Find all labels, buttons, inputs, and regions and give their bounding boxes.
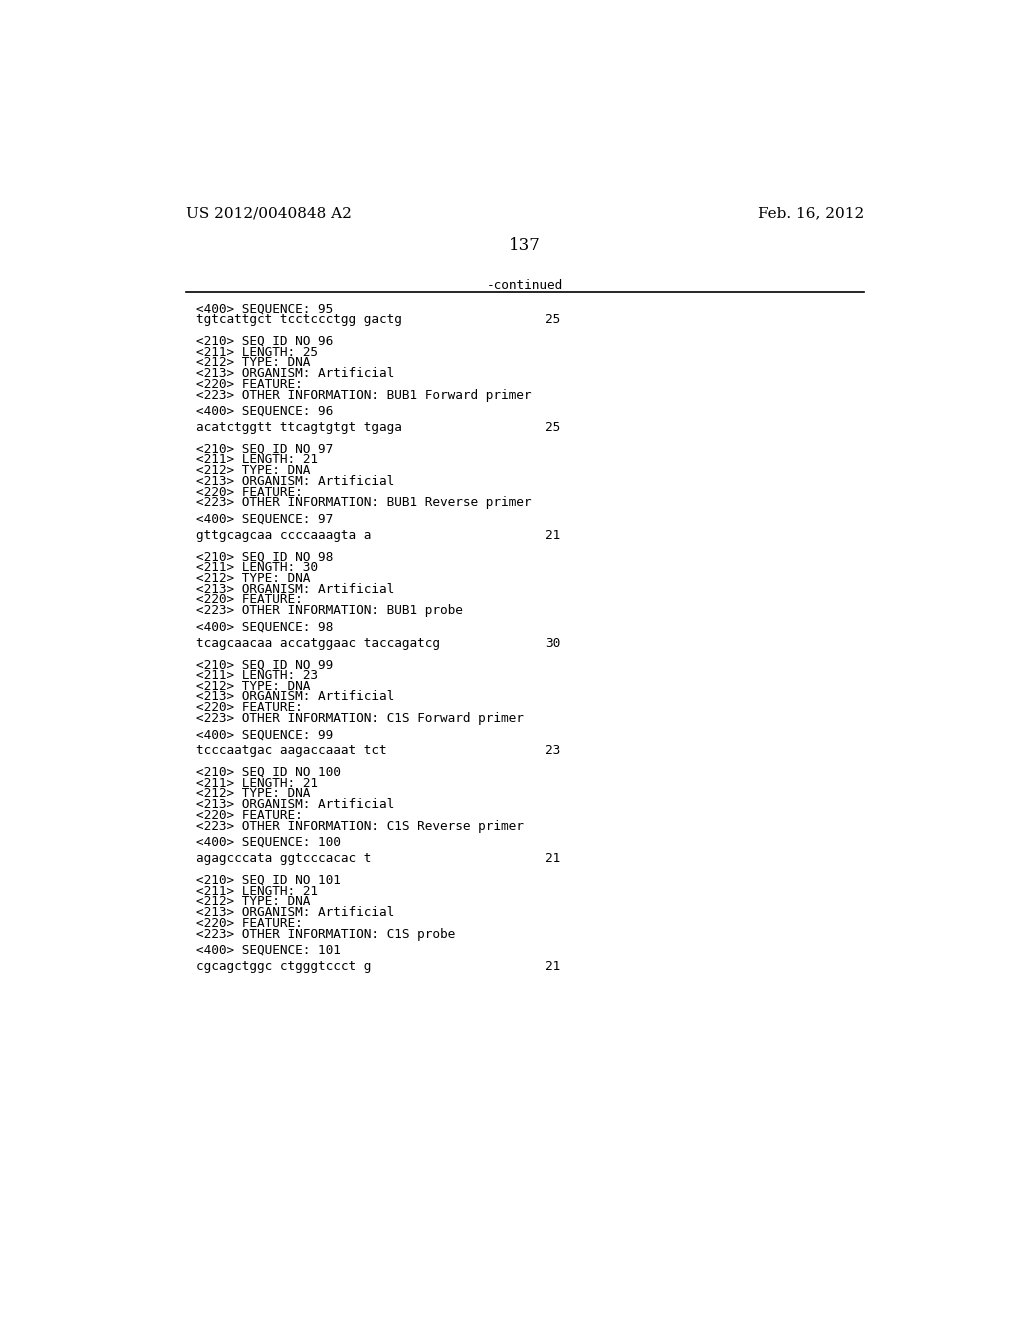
Text: <211> LENGTH: 23: <211> LENGTH: 23 xyxy=(197,669,318,682)
Text: <211> LENGTH: 25: <211> LENGTH: 25 xyxy=(197,346,318,359)
Text: -continued: -continued xyxy=(486,280,563,292)
Text: <212> TYPE: DNA: <212> TYPE: DNA xyxy=(197,680,310,693)
Text: <211> LENGTH: 21: <211> LENGTH: 21 xyxy=(197,884,318,898)
Text: cgcagctggc ctgggtccct g: cgcagctggc ctgggtccct g xyxy=(197,960,372,973)
Text: <400> SEQUENCE: 95: <400> SEQUENCE: 95 xyxy=(197,302,334,315)
Text: <212> TYPE: DNA: <212> TYPE: DNA xyxy=(197,465,310,477)
Text: <400> SEQUENCE: 100: <400> SEQUENCE: 100 xyxy=(197,836,341,849)
Text: <400> SEQUENCE: 97: <400> SEQUENCE: 97 xyxy=(197,512,334,525)
Text: <223> OTHER INFORMATION: BUB1 Forward primer: <223> OTHER INFORMATION: BUB1 Forward pr… xyxy=(197,388,531,401)
Text: <213> ORGANISM: Artificial: <213> ORGANISM: Artificial xyxy=(197,367,394,380)
Text: <220> FEATURE:: <220> FEATURE: xyxy=(197,809,303,822)
Text: <220> FEATURE:: <220> FEATURE: xyxy=(197,378,303,391)
Text: <223> OTHER INFORMATION: C1S Reverse primer: <223> OTHER INFORMATION: C1S Reverse pri… xyxy=(197,820,524,833)
Text: 23: 23 xyxy=(545,744,560,758)
Text: <213> ORGANISM: Artificial: <213> ORGANISM: Artificial xyxy=(197,799,394,812)
Text: <210> SEQ ID NO 100: <210> SEQ ID NO 100 xyxy=(197,766,341,779)
Text: 21: 21 xyxy=(545,960,560,973)
Text: agagcccata ggtcccacac t: agagcccata ggtcccacac t xyxy=(197,853,372,865)
Text: <212> TYPE: DNA: <212> TYPE: DNA xyxy=(197,895,310,908)
Text: <212> TYPE: DNA: <212> TYPE: DNA xyxy=(197,788,310,800)
Text: <220> FEATURE:: <220> FEATURE: xyxy=(197,594,303,606)
Text: <213> ORGANISM: Artificial: <213> ORGANISM: Artificial xyxy=(197,582,394,595)
Text: <223> OTHER INFORMATION: BUB1 probe: <223> OTHER INFORMATION: BUB1 probe xyxy=(197,605,463,618)
Text: <223> OTHER INFORMATION: C1S probe: <223> OTHER INFORMATION: C1S probe xyxy=(197,928,456,941)
Text: <213> ORGANISM: Artificial: <213> ORGANISM: Artificial xyxy=(197,906,394,919)
Text: 137: 137 xyxy=(509,238,541,253)
Text: 21: 21 xyxy=(545,529,560,541)
Text: 25: 25 xyxy=(545,313,560,326)
Text: <220> FEATURE:: <220> FEATURE: xyxy=(197,917,303,929)
Text: <210> SEQ ID NO 97: <210> SEQ ID NO 97 xyxy=(197,442,334,455)
Text: 25: 25 xyxy=(545,421,560,434)
Text: <400> SEQUENCE: 99: <400> SEQUENCE: 99 xyxy=(197,729,334,742)
Text: tcagcaacaa accatggaac taccagatcg: tcagcaacaa accatggaac taccagatcg xyxy=(197,636,440,649)
Text: <220> FEATURE:: <220> FEATURE: xyxy=(197,486,303,499)
Text: gttgcagcaa ccccaaagta a: gttgcagcaa ccccaaagta a xyxy=(197,529,372,541)
Text: <211> LENGTH: 30: <211> LENGTH: 30 xyxy=(197,561,318,574)
Text: <223> OTHER INFORMATION: C1S Forward primer: <223> OTHER INFORMATION: C1S Forward pri… xyxy=(197,711,524,725)
Text: 21: 21 xyxy=(545,853,560,865)
Text: <223> OTHER INFORMATION: BUB1 Reverse primer: <223> OTHER INFORMATION: BUB1 Reverse pr… xyxy=(197,496,531,510)
Text: <212> TYPE: DNA: <212> TYPE: DNA xyxy=(197,356,310,370)
Text: <211> LENGTH: 21: <211> LENGTH: 21 xyxy=(197,453,318,466)
Text: tcccaatgac aagaccaaat tct: tcccaatgac aagaccaaat tct xyxy=(197,744,387,758)
Text: <210> SEQ ID NO 101: <210> SEQ ID NO 101 xyxy=(197,874,341,887)
Text: <400> SEQUENCE: 101: <400> SEQUENCE: 101 xyxy=(197,944,341,957)
Text: <211> LENGTH: 21: <211> LENGTH: 21 xyxy=(197,776,318,789)
Text: <213> ORGANISM: Artificial: <213> ORGANISM: Artificial xyxy=(197,475,394,488)
Text: 30: 30 xyxy=(545,636,560,649)
Text: tgtcattgct tcctccctgg gactg: tgtcattgct tcctccctgg gactg xyxy=(197,313,402,326)
Text: <210> SEQ ID NO 96: <210> SEQ ID NO 96 xyxy=(197,335,334,347)
Text: <400> SEQUENCE: 96: <400> SEQUENCE: 96 xyxy=(197,405,334,418)
Text: <212> TYPE: DNA: <212> TYPE: DNA xyxy=(197,572,310,585)
Text: <400> SEQUENCE: 98: <400> SEQUENCE: 98 xyxy=(197,620,334,634)
Text: acatctggtt ttcagtgtgt tgaga: acatctggtt ttcagtgtgt tgaga xyxy=(197,421,402,434)
Text: <210> SEQ ID NO 98: <210> SEQ ID NO 98 xyxy=(197,550,334,564)
Text: <220> FEATURE:: <220> FEATURE: xyxy=(197,701,303,714)
Text: <210> SEQ ID NO 99: <210> SEQ ID NO 99 xyxy=(197,659,334,671)
Text: Feb. 16, 2012: Feb. 16, 2012 xyxy=(758,206,864,220)
Text: US 2012/0040848 A2: US 2012/0040848 A2 xyxy=(186,206,352,220)
Text: <213> ORGANISM: Artificial: <213> ORGANISM: Artificial xyxy=(197,690,394,704)
